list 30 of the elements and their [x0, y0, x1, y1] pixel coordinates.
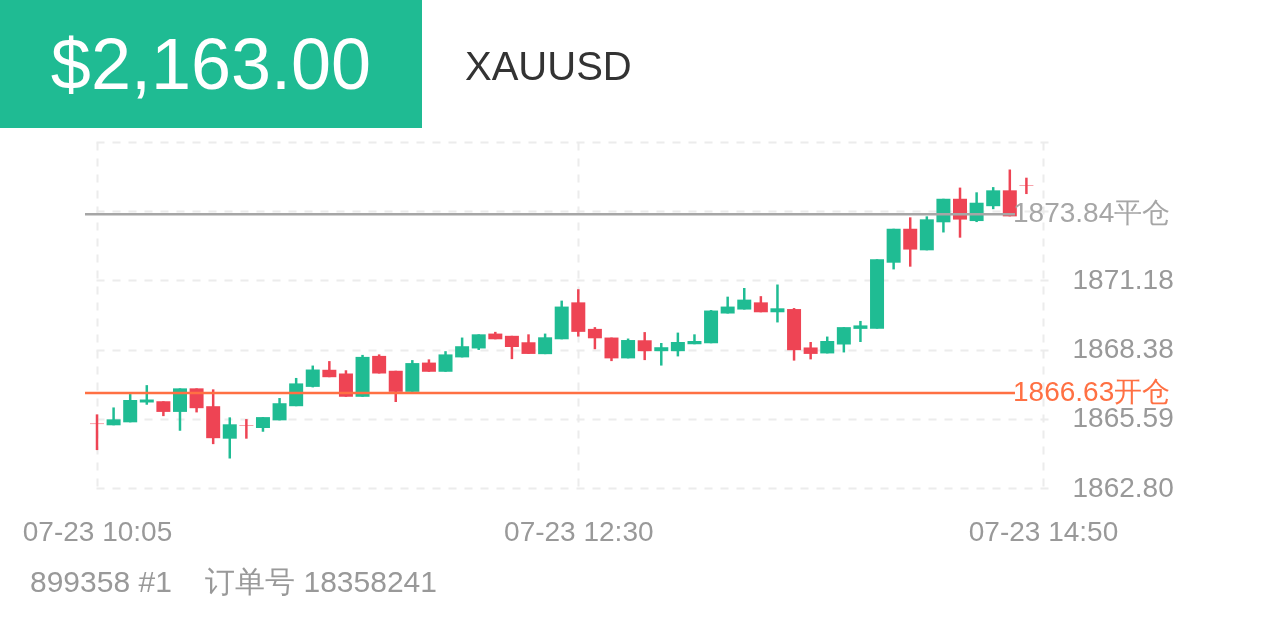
candlestick [737, 286, 752, 311]
y-tick-label: 1871.18 [1072, 263, 1174, 295]
chart-subtitle: $2,163.00 [0, 0, 422, 128]
candlestick [853, 319, 868, 344]
text: 899358 #1 订单号 18358241 [30, 564, 437, 600]
candlestick [1019, 176, 1034, 196]
candlestick [670, 331, 685, 358]
candlestick [172, 387, 187, 432]
candlestick [521, 333, 536, 356]
ref-line-label: 1873.84平仓 [1013, 197, 1171, 229]
candlestick [222, 416, 237, 460]
x-tick-label: 07-23 12:30 [504, 515, 654, 547]
candlestick [338, 369, 353, 399]
candlestick [587, 325, 602, 351]
candlestick [123, 392, 138, 424]
candlestick [903, 216, 918, 268]
candlestick [836, 325, 851, 354]
x-tick-label: 07-23 10:05 [22, 515, 173, 547]
y-tick-label: 1862.80 [1072, 471, 1174, 503]
candlestick [189, 387, 204, 414]
candlestick [239, 417, 254, 440]
chart-title: XAUUSD [465, 43, 632, 90]
candlestick [438, 349, 453, 374]
candlestick [654, 341, 669, 367]
y-tick-label: 1868.38 [1072, 333, 1174, 365]
candlestick [770, 283, 785, 324]
candlestick [986, 185, 1001, 211]
candlestick [388, 369, 403, 404]
x-tick-label: 07-23 14:50 [968, 515, 1119, 547]
candlestick [637, 330, 652, 362]
